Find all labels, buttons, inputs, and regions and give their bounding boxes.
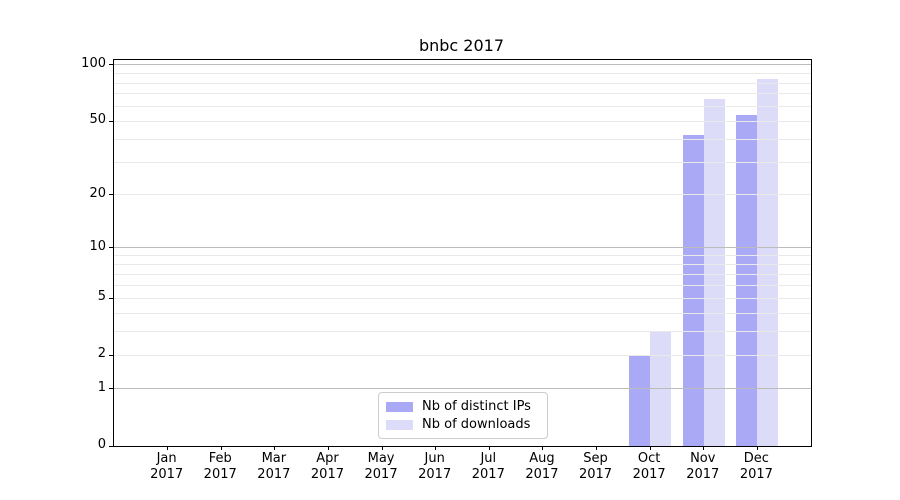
xtick-mark-oct	[649, 446, 651, 450]
xtick-mark-mar	[274, 446, 276, 450]
xtick-mark-sep	[596, 446, 598, 450]
minor-gridline-7	[114, 273, 811, 275]
xtick-label-jul: Jul 2017	[471, 451, 505, 482]
legend-swatch-distinct-ips	[386, 401, 413, 412]
minor-gridline-80	[114, 82, 811, 84]
minor-gridline-30	[114, 161, 811, 163]
ytick-label-100: 100	[81, 55, 106, 71]
xtick-mark-feb	[220, 446, 222, 450]
ytick-label-2: 2	[97, 346, 106, 362]
major-gridline-100	[114, 64, 811, 66]
bar-downloads-nov	[703, 98, 725, 446]
xtick-mark-may	[381, 446, 383, 450]
xtick-mark-jul	[488, 446, 490, 450]
ytick-label-10: 10	[89, 238, 106, 254]
minor-gridline-9	[114, 255, 811, 257]
ytick-mark-20	[109, 194, 113, 196]
minor-gridline-2	[114, 354, 811, 356]
xtick-label-may: May 2017	[364, 451, 398, 482]
xtick-mark-dec	[756, 446, 758, 450]
xtick-label-jan: Jan 2017	[150, 451, 184, 482]
ytick-mark-50	[109, 120, 113, 122]
xtick-label-jun: Jun 2017	[418, 451, 452, 482]
major-gridline-1	[114, 388, 811, 390]
xtick-label-feb: Feb 2017	[203, 451, 237, 482]
legend-label-downloads: Nb of downloads	[422, 417, 531, 432]
ytick-label-5: 5	[97, 289, 106, 305]
bar-distinct-ips-oct	[629, 355, 651, 446]
minor-gridline-3	[114, 331, 811, 333]
minor-gridline-40	[114, 138, 811, 140]
plot-area	[109, 59, 812, 450]
xtick-label-oct: Oct 2017	[632, 451, 666, 482]
ytick-mark-2	[109, 354, 113, 356]
minor-gridline-6	[114, 284, 811, 286]
xtick-label-dec: Dec 2017	[739, 451, 773, 482]
minor-gridline-5	[114, 297, 811, 299]
ytick-label-20: 20	[89, 185, 106, 201]
ytick-label-0: 0	[97, 437, 106, 452]
ytick-label-1: 1	[97, 379, 106, 395]
ytick-mark-1	[109, 388, 113, 390]
minor-gridline-60	[114, 106, 811, 108]
legend-item-downloads: Nb of downloads	[386, 417, 538, 432]
bar-downloads-dec	[757, 79, 779, 446]
xtick-mark-jun	[435, 446, 437, 450]
ytick-mark-5	[109, 297, 113, 299]
minor-gridline-4	[114, 312, 811, 314]
minor-gridline-90	[114, 72, 811, 74]
chart-title: bnbc 2017	[418, 36, 505, 55]
ytick-label-50: 50	[89, 112, 106, 128]
legend-swatch-downloads	[386, 419, 413, 430]
ytick-mark-100	[109, 64, 113, 66]
major-gridline-10	[114, 247, 811, 249]
xtick-mark-aug	[542, 446, 544, 450]
ytick-mark-10	[109, 247, 113, 249]
ytick-mark-0	[109, 445, 113, 447]
minor-gridline-70	[114, 93, 811, 95]
legend: Nb of distinct IPs Nb of downloads	[378, 392, 548, 439]
bar-distinct-ips-dec	[736, 115, 758, 446]
xtick-mark-jan	[167, 446, 169, 450]
xtick-label-apr: Apr 2017	[310, 451, 344, 482]
xtick-label-nov: Nov 2017	[686, 451, 720, 482]
legend-item-distinct-ips: Nb of distinct IPs	[386, 399, 538, 414]
minor-gridline-50	[114, 120, 811, 122]
xtick-label-aug: Aug 2017	[525, 451, 559, 482]
minor-gridline-8	[114, 264, 811, 266]
xtick-label-mar: Mar 2017	[257, 451, 291, 482]
xtick-mark-nov	[703, 446, 705, 450]
legend-label-distinct-ips: Nb of distinct IPs	[422, 399, 531, 414]
xtick-label-sep: Sep 2017	[578, 451, 613, 482]
minor-gridline-20	[114, 194, 811, 196]
xtick-mark-apr	[327, 446, 329, 450]
bar-distinct-ips-nov	[682, 135, 704, 446]
